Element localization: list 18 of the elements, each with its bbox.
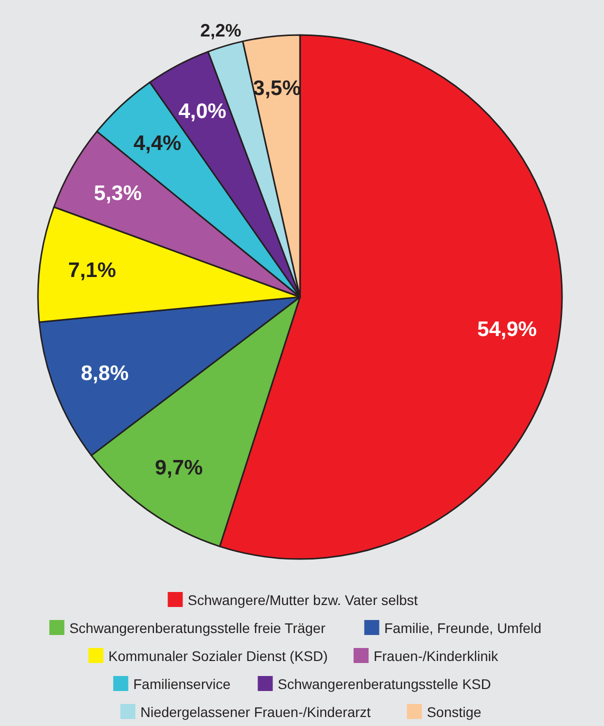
legend-label: Schwangerenberatungsstelle KSD bbox=[278, 676, 491, 692]
data-label: 54,9% bbox=[477, 318, 538, 341]
legend-label: Frauen-/Kinderklinik bbox=[374, 648, 500, 664]
legend-label: Schwangere/Mutter bzw. Vater selbst bbox=[188, 592, 418, 608]
legend-label: Schwangerenberatungsstelle freie Träger bbox=[69, 620, 326, 636]
legend-label: Sonstige bbox=[426, 704, 482, 720]
data-label: 7,1% bbox=[68, 258, 116, 282]
data-label: 4,0% bbox=[178, 100, 227, 124]
legend-label: Familie, Freunde, Umfeld bbox=[384, 620, 542, 636]
data-label: 8,8% bbox=[80, 362, 130, 385]
data-label: 3,5% bbox=[253, 77, 302, 100]
legend-label: Kommunaler Sozialer Dienst (KSD) bbox=[108, 648, 328, 664]
data-label: 4,4% bbox=[133, 132, 182, 155]
data-label: 5,3% bbox=[94, 182, 142, 205]
data-label: 2,2% bbox=[200, 20, 242, 41]
data-label: 9,7% bbox=[154, 456, 204, 480]
legend-label: Familienservice bbox=[133, 676, 231, 692]
legend-label: Niedergelassener Frauen-/Kinderarzt bbox=[140, 704, 371, 720]
